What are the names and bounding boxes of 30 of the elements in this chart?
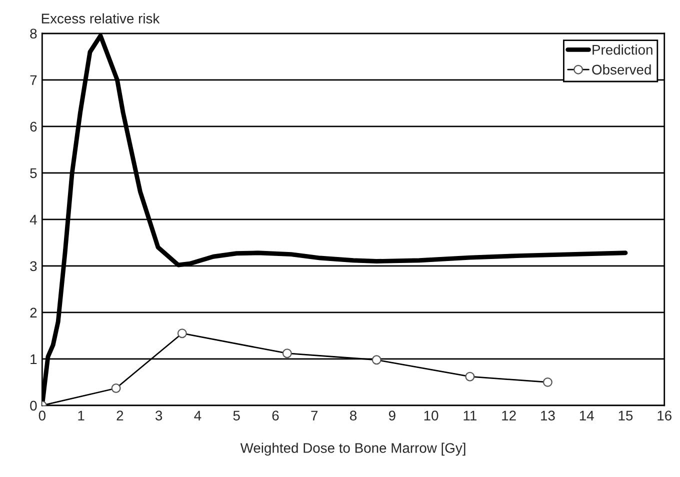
x-tick-label: 13 — [541, 410, 555, 421]
x-tick-label: 14 — [580, 410, 594, 420]
x-tick-label: 0 — [38, 410, 46, 421]
legend-label: Prediction — [592, 44, 652, 55]
y-tick-label: 2 — [30, 308, 37, 318]
y-tick-label: 8 — [30, 28, 37, 39]
x-tick-label: 16 — [658, 410, 672, 421]
legend-label: Observed — [592, 64, 651, 75]
y-tick-label: 5 — [30, 168, 37, 178]
y-tick-label: 1 — [30, 354, 37, 364]
x-tick-label: 15 — [618, 410, 633, 421]
y-tick-label: 7 — [30, 75, 37, 85]
x-tick-label: 4 — [194, 410, 202, 420]
x-tick-label: 7 — [311, 410, 318, 420]
x-tick-label: 10 — [424, 410, 438, 421]
x-tick-label: 3 — [155, 410, 162, 421]
x-tick-label: 6 — [272, 410, 279, 421]
x-tick-label: 5 — [233, 410, 240, 421]
x-tick-label: 11 — [464, 410, 476, 420]
x-tick-label: 12 — [502, 410, 516, 420]
y-tick-label: 0 — [30, 400, 37, 411]
x-axis-title: Weighted Dose to Bone Marrow [Gy] — [240, 442, 466, 456]
y-tick-label: 6 — [30, 122, 37, 132]
x-tick-label: 9 — [388, 410, 396, 421]
x-tick-label: 8 — [350, 410, 357, 421]
y-tick-label: 3 — [30, 261, 37, 272]
x-tick-label: 1 — [78, 410, 84, 420]
y-axis-title: Excess relative risk — [42, 13, 160, 24]
y-tick-label: 4 — [30, 214, 37, 224]
x-tick-label: 2 — [116, 410, 124, 420]
